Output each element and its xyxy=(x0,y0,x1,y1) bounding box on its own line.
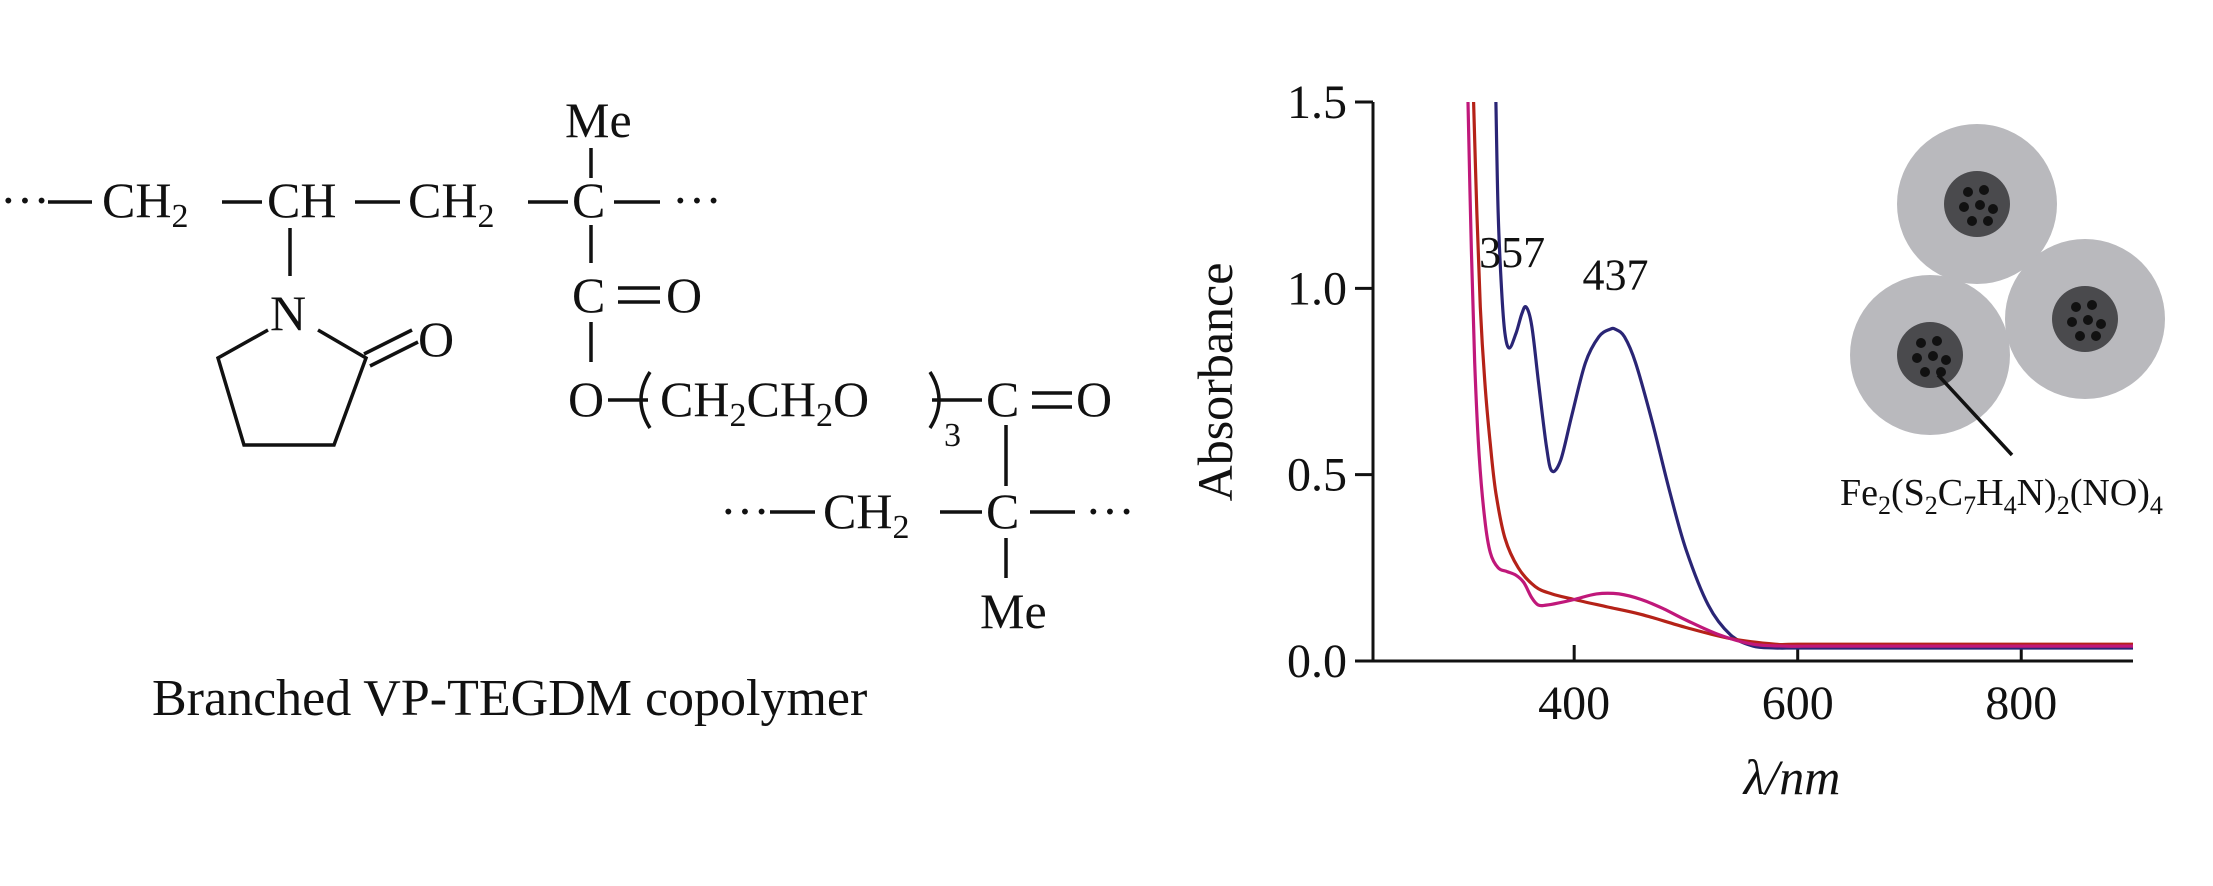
complex-dot xyxy=(1979,185,1989,195)
x-ticks: 400 600 800 xyxy=(1538,645,2057,730)
complex-dot xyxy=(1936,367,1946,377)
group-ch2ch2o: CH2CH2O xyxy=(660,371,869,434)
y-tick-label: 1.5 xyxy=(1287,76,1347,129)
chain-o: O xyxy=(833,371,869,427)
series-layer xyxy=(1466,101,2133,650)
complex-dot xyxy=(1988,204,1998,214)
inset-label: Fe2(S2C7H4N)2(NO)4 xyxy=(1840,472,2163,520)
group-o-ester: O xyxy=(666,267,702,323)
inset-label-subscript: 2 xyxy=(1878,491,1891,520)
ring-carbonyl-2 xyxy=(369,340,419,368)
inset-pointer xyxy=(1936,373,2014,457)
complex-dot xyxy=(1983,216,1993,226)
absorbance-chart: 0.0 0.5 1.0 1.5 400 600 800 357 437 Absorbance… xyxy=(1187,76,2133,805)
complex-dot xyxy=(2071,302,2081,312)
particle-left xyxy=(1850,275,2010,435)
particle-top xyxy=(1897,124,2057,284)
inset-label-part: (S xyxy=(1891,472,1925,514)
particle-dots xyxy=(2067,300,2106,341)
inset-label-part: H xyxy=(1976,472,2003,514)
ring-carbonyl-1 xyxy=(363,328,413,356)
inset-label-part: N) xyxy=(2017,472,2057,514)
complex-dot xyxy=(1932,336,1942,346)
complex-dot xyxy=(1967,216,1977,226)
inset-label-subscript: 4 xyxy=(2004,491,2017,520)
inset-label-subscript: 2 xyxy=(2057,491,2070,520)
group-ch2-a: CH2 xyxy=(102,172,188,235)
x-tick-label: 600 xyxy=(1762,677,1834,730)
group-o-lower-ester: O xyxy=(1076,371,1112,427)
structure-caption: Branched VP-TEGDM copolymer xyxy=(152,670,867,727)
complex-dot xyxy=(1912,353,1922,363)
group-ch2-b-text: CH xyxy=(408,172,477,228)
complex-dot xyxy=(2087,300,2097,310)
series-line-1 xyxy=(1494,101,2133,650)
x-tick-label: 400 xyxy=(1538,677,1610,730)
inset-label-subscript: 7 xyxy=(1963,491,1976,520)
particle-dots xyxy=(1959,185,1998,226)
complex-dot xyxy=(2075,331,2085,341)
group-ch2-lower: CH2 xyxy=(823,483,909,546)
chain-ch-b: CH xyxy=(746,371,815,427)
group-ch2-b-sub: 2 xyxy=(477,198,494,235)
complex-dot xyxy=(1920,367,1930,377)
annotation-layer: 357 437 xyxy=(1479,228,1648,299)
copolymer-structure: ··· CH2 CH CH2 C ··· Me C O O CH2CH2O 3 … xyxy=(0,92,1135,727)
pyrrolidone-ring xyxy=(215,328,369,447)
inset-label-subscript: 4 xyxy=(2150,491,2163,520)
nanoparticle-inset: Fe2(S2C7H4N)2(NO)4 xyxy=(1840,124,2165,520)
complex-dot xyxy=(1916,338,1926,348)
y-tick-label: 1.0 xyxy=(1287,262,1347,315)
series-line-3 xyxy=(1466,101,2133,648)
group-o-link: O xyxy=(568,371,604,427)
group-ch: CH xyxy=(267,172,336,228)
group-ch2-lower-sub: 2 xyxy=(892,509,909,546)
group-n: N xyxy=(270,285,306,341)
chain-sub-a: 2 xyxy=(729,397,746,434)
lower-dots-right: ··· xyxy=(1085,483,1135,539)
group-c-ester: C xyxy=(572,267,605,323)
complex-dot xyxy=(1959,202,1969,212)
group-ch2-lower-text: CH xyxy=(823,483,892,539)
group-me-lower: Me xyxy=(980,583,1047,639)
chain-sub-b: 2 xyxy=(816,397,833,434)
x-axis-label: λ/nm xyxy=(1742,749,1841,805)
group-c-lower-ester: C xyxy=(986,371,1019,427)
particle-right xyxy=(2005,239,2165,399)
complex-dot xyxy=(1975,200,1985,210)
peak-annotation: 437 xyxy=(1583,250,1649,299)
y-axis-label: Absorbance xyxy=(1187,263,1243,502)
series-line-2 xyxy=(1472,101,2133,647)
y-tick-label: 0.5 xyxy=(1287,449,1347,502)
group-ch2-a-text: CH xyxy=(102,172,171,228)
chain-dots-right: ··· xyxy=(672,172,722,228)
group-me-top: Me xyxy=(565,92,632,148)
inset-label-subscript: 2 xyxy=(1925,491,1938,520)
repeat-subscript: 3 xyxy=(944,417,961,454)
complex-dot xyxy=(1928,351,1938,361)
inset-label-part: C xyxy=(1938,472,1963,514)
complex-dot xyxy=(2096,319,2106,329)
y-ticks: 0.0 0.5 1.0 1.5 xyxy=(1287,76,1373,688)
group-c-lower: C xyxy=(986,483,1019,539)
peak-annotation: 357 xyxy=(1479,228,1545,277)
y-tick-label: 0.0 xyxy=(1287,635,1347,688)
lower-dots-left: ··· xyxy=(720,483,770,539)
particle-dots xyxy=(1912,336,1951,377)
group-o-ring: O xyxy=(418,311,454,367)
group-c-top: C xyxy=(572,172,605,228)
chain-dots-left: ··· xyxy=(0,172,50,228)
inset-label-part: (NO) xyxy=(2070,472,2150,514)
chain-ch-a: CH xyxy=(660,371,729,427)
complex-dot xyxy=(2083,315,2093,325)
complex-dot xyxy=(2091,331,2101,341)
inset-label-prefix: Fe xyxy=(1840,472,1878,514)
group-ch2-a-sub: 2 xyxy=(171,198,188,235)
complex-dot xyxy=(1941,355,1951,365)
complex-dot xyxy=(2067,317,2077,327)
x-tick-label: 800 xyxy=(1985,677,2057,730)
group-ch2-b: CH2 xyxy=(408,172,494,235)
complex-dot xyxy=(1963,187,1973,197)
